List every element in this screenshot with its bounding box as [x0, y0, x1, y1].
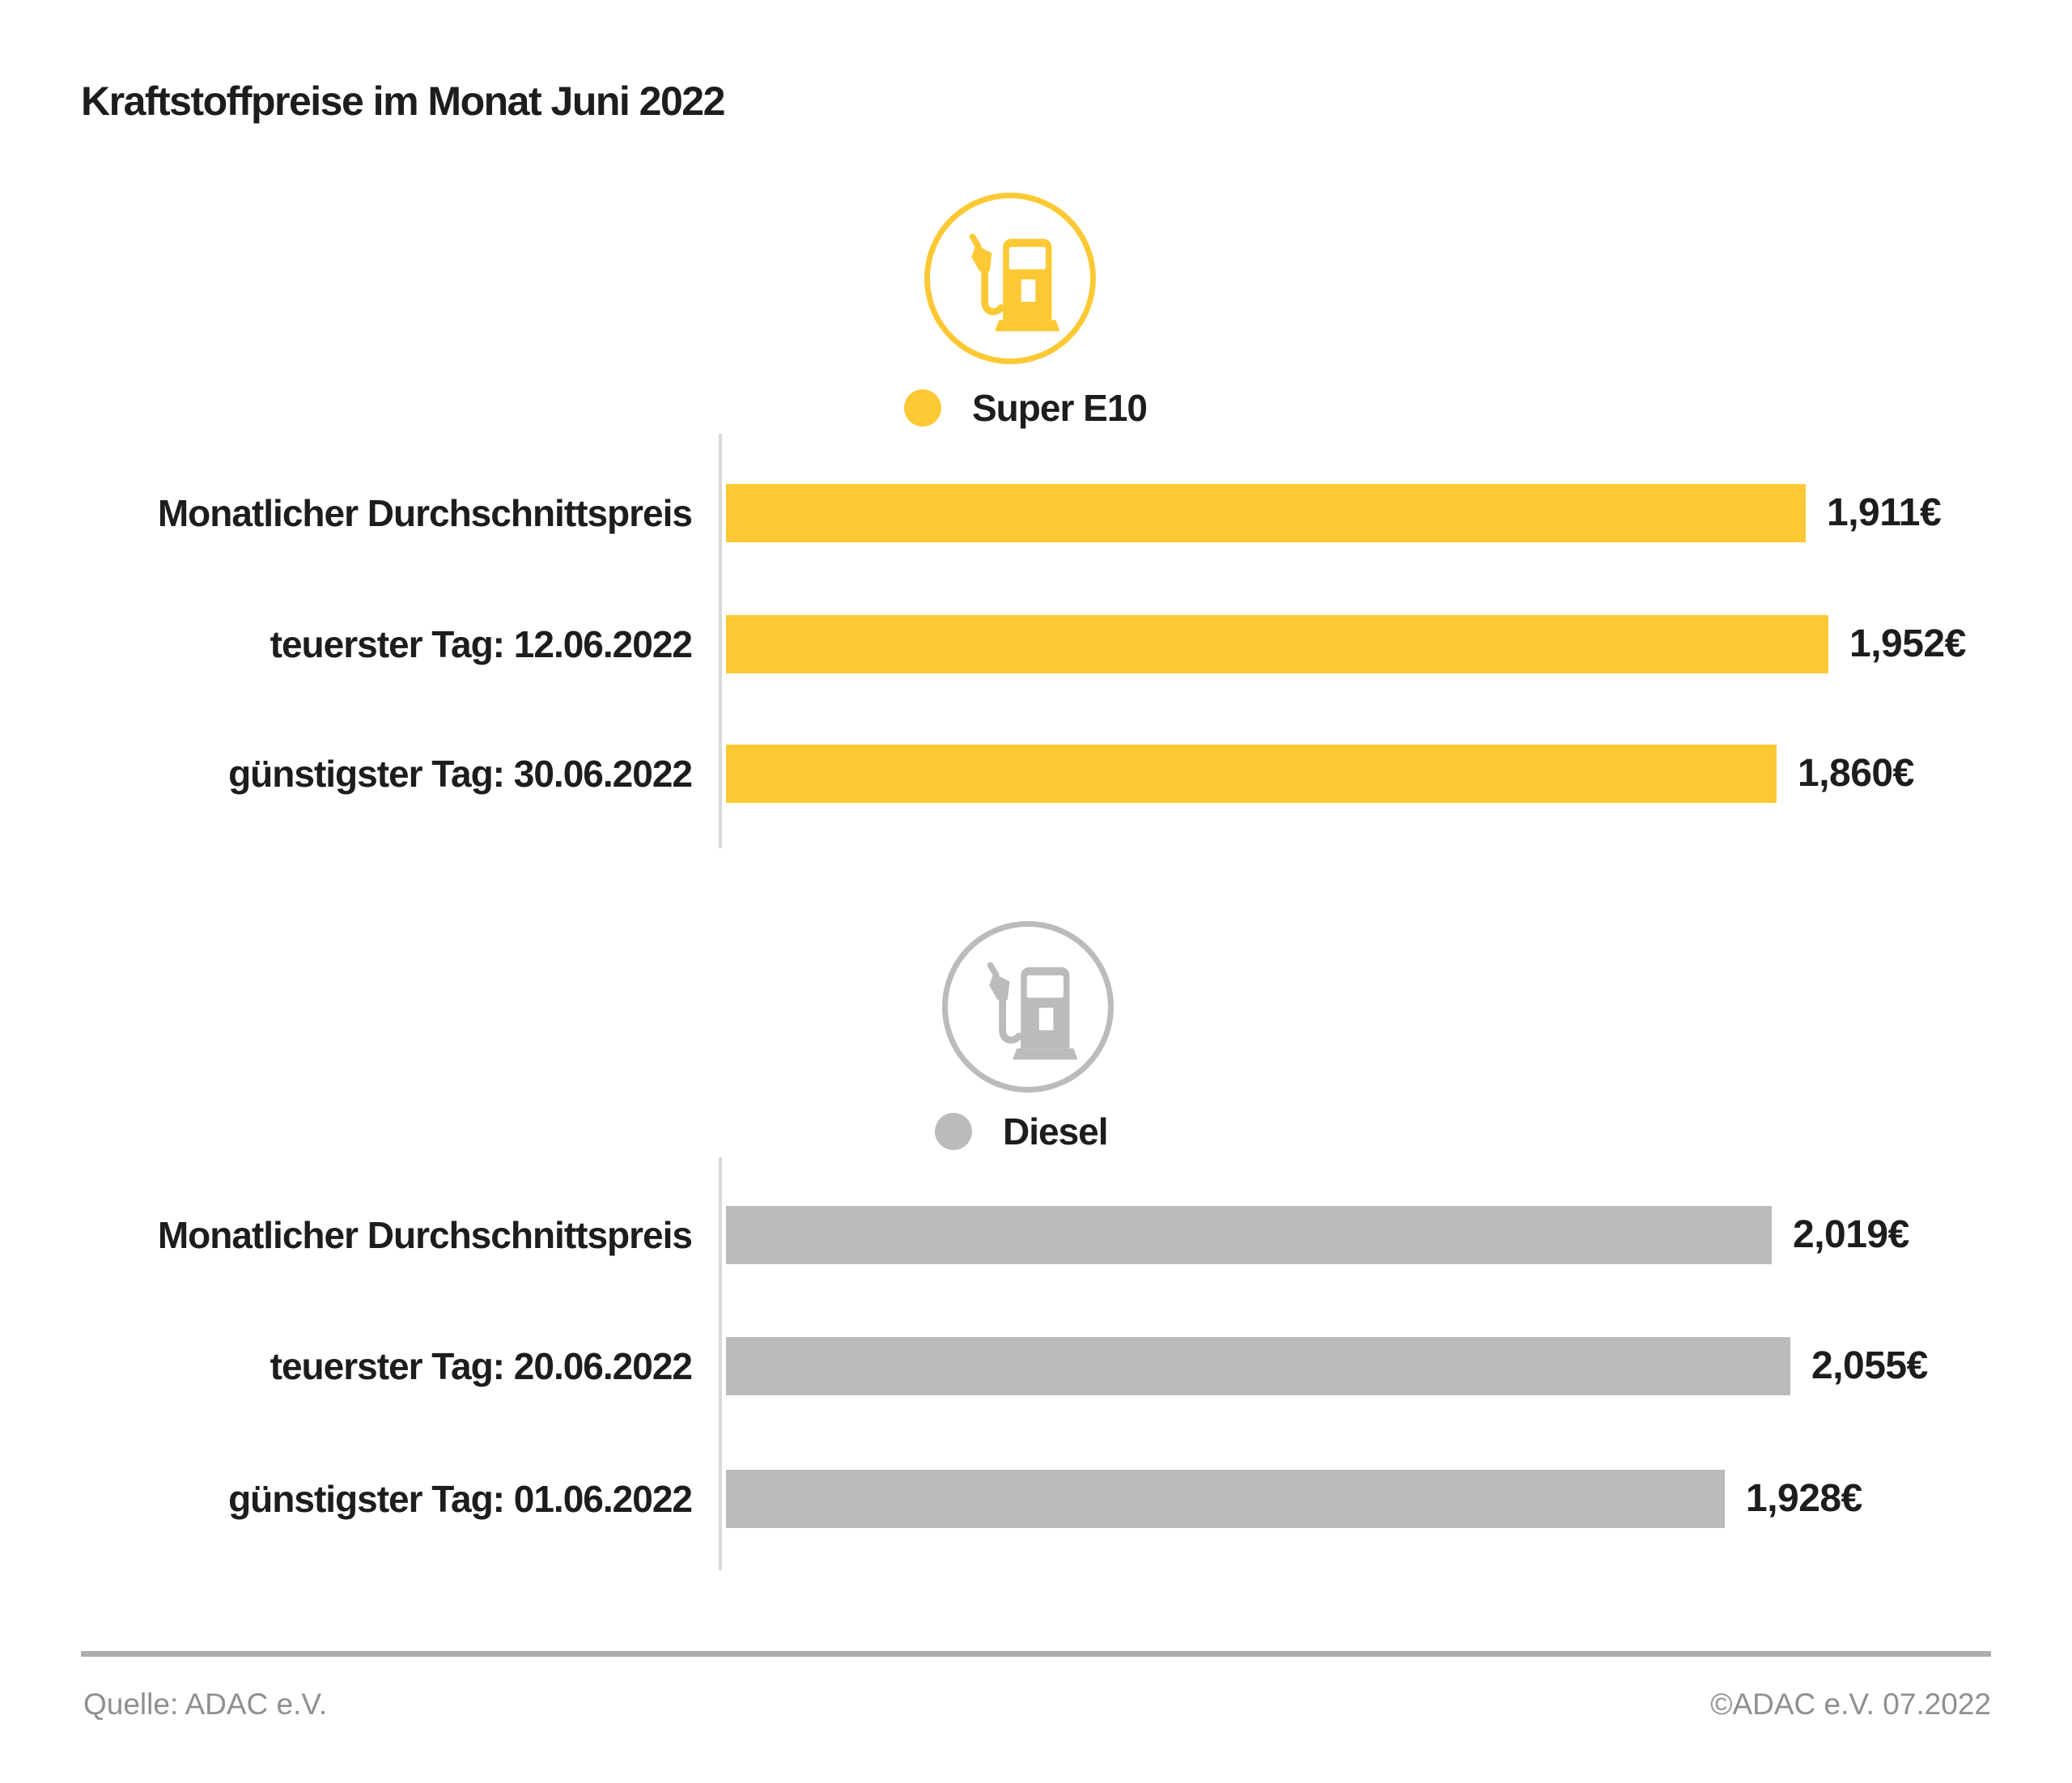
bar-super-max — [726, 615, 1828, 673]
bar-value: 2,055€ — [1811, 1344, 1928, 1387]
bar-row: günstigster Tag: 30.06.2022 1,860€ — [0, 745, 2072, 803]
bar-value: 1,911€ — [1827, 491, 1942, 534]
copyright-note: ©ADAC e.V. 07.2022 — [1710, 1687, 1991, 1721]
legend-label: Super E10 — [972, 387, 1148, 429]
page-title: Kraftstoffpreise im Monat Juni 2022 — [81, 79, 725, 124]
source-note: Quelle: ADAC e.V. — [83, 1687, 327, 1721]
bar-row: teuerster Tag: 12.06.2022 1,952€ — [0, 615, 2072, 673]
bar-label: günstigster Tag: 30.06.2022 — [228, 753, 693, 795]
bar-diesel-min — [726, 1470, 1725, 1528]
legend-super-e10: Super E10 — [904, 386, 1148, 430]
bar-value: 1,928€ — [1746, 1477, 1862, 1520]
bar-super-min — [726, 745, 1777, 803]
axis-line — [719, 434, 722, 848]
bar-super-avg — [726, 484, 1806, 542]
bar-row: teuerster Tag: 20.06.2022 2,055€ — [0, 1337, 2072, 1395]
bar-label: Monatlicher Durchschnittspreis — [157, 1214, 693, 1256]
bar-label: günstigster Tag: 01.06.2022 — [228, 1478, 693, 1520]
bar-diesel-avg — [726, 1206, 1772, 1264]
legend-dot-icon — [904, 389, 941, 427]
fuel-pump-icon — [942, 921, 1114, 1093]
bar-row: günstigster Tag: 01.06.2022 1,928€ — [0, 1470, 2072, 1528]
legend-diesel: Diesel — [935, 1110, 1109, 1153]
bar-label: teuerster Tag: 20.06.2022 — [270, 1345, 693, 1387]
fuel-pump-icon — [924, 193, 1096, 364]
footer-divider — [81, 1651, 1991, 1657]
bar-row: Monatlicher Durchschnittspreis 1,911€ — [0, 484, 2072, 542]
legend-dot-icon — [935, 1113, 972, 1150]
bar-value: 1,952€ — [1849, 622, 1966, 665]
bar-value: 2,019€ — [1793, 1213, 1909, 1256]
bar-row: Monatlicher Durchschnittspreis 2,019€ — [0, 1206, 2072, 1264]
legend-label: Diesel — [1003, 1110, 1109, 1153]
bar-label: Monatlicher Durchschnittspreis — [157, 492, 693, 534]
bar-diesel-max — [726, 1337, 1790, 1395]
bar-value: 1,860€ — [1798, 752, 1914, 795]
axis-line — [719, 1157, 722, 1570]
bar-label: teuerster Tag: 12.06.2022 — [270, 623, 693, 665]
